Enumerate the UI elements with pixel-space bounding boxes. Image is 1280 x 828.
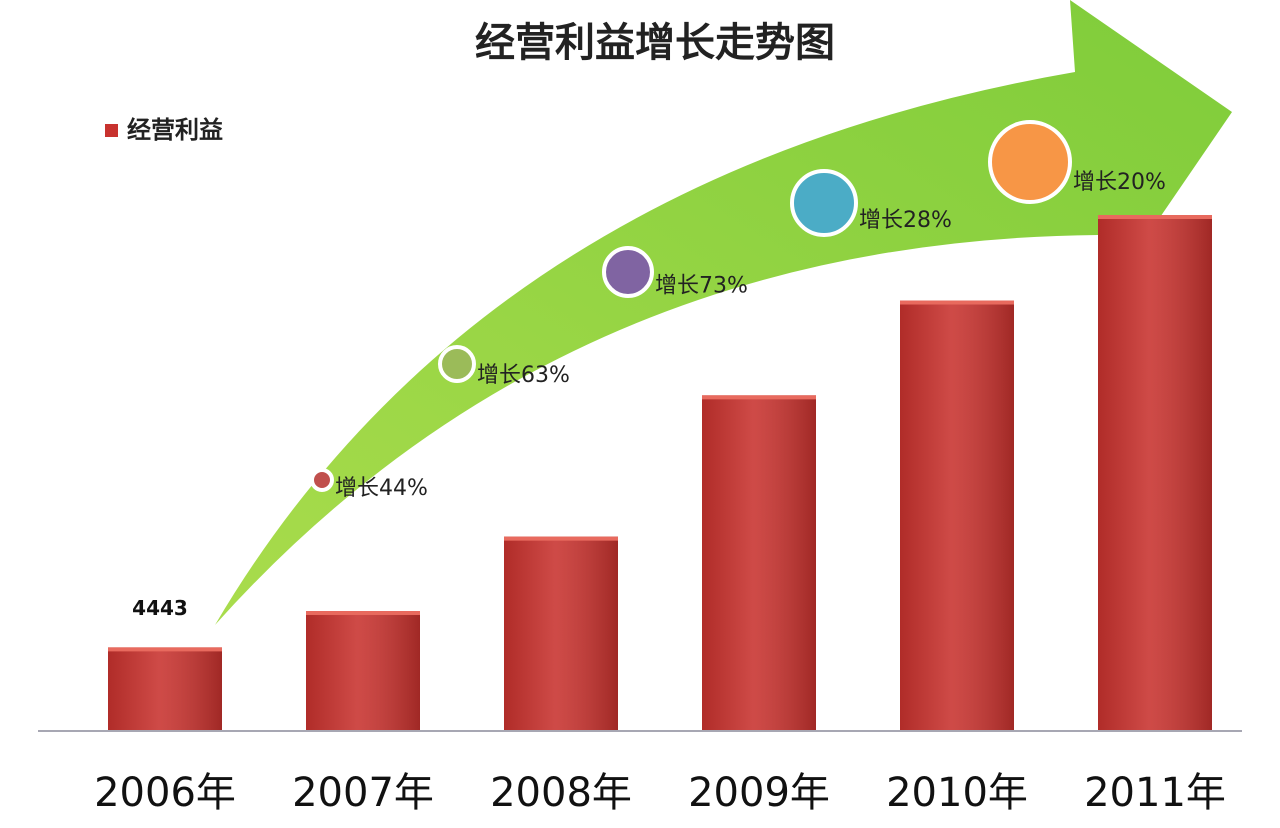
growth-label: 增长28% [859, 208, 952, 233]
growth-label: 增长20% [1073, 170, 1166, 195]
bar-top [306, 611, 420, 616]
x-tick-label: 2007年 [292, 770, 434, 816]
x-tick-label: 2009年 [688, 770, 830, 816]
bar-top [108, 647, 222, 652]
bar-shade [306, 611, 420, 730]
bar-top [504, 536, 618, 541]
x-tick-label: 2010年 [886, 770, 1028, 816]
x-tick-label: 2006年 [94, 770, 236, 816]
bar-shade [1098, 215, 1212, 730]
growth-label: 增长73% [655, 274, 748, 299]
growth-label: 增长44% [335, 476, 428, 501]
legend-swatch [105, 124, 118, 137]
bar-shade [504, 536, 618, 730]
growth-dot [438, 345, 476, 383]
chart-title: 经营利益增长走势图 [475, 20, 835, 66]
x-tick-label: 2011年 [1084, 770, 1226, 816]
growth-dot [310, 468, 334, 492]
growth-dot [790, 169, 858, 237]
growth-arrow [215, 0, 1232, 625]
bar-top [900, 300, 1014, 305]
growth-dot [988, 120, 1072, 204]
data-label: 4443 [132, 596, 188, 620]
bar-shade [702, 395, 816, 730]
growth-dot [602, 246, 654, 298]
bar-top [1098, 215, 1212, 219]
x-tick-label: 2008年 [490, 770, 632, 816]
legend-label: 经营利益 [127, 116, 223, 144]
bar-top [702, 395, 816, 400]
growth-label: 增长63% [477, 363, 570, 388]
bar-shade [108, 647, 222, 730]
bar-shade [900, 300, 1014, 730]
